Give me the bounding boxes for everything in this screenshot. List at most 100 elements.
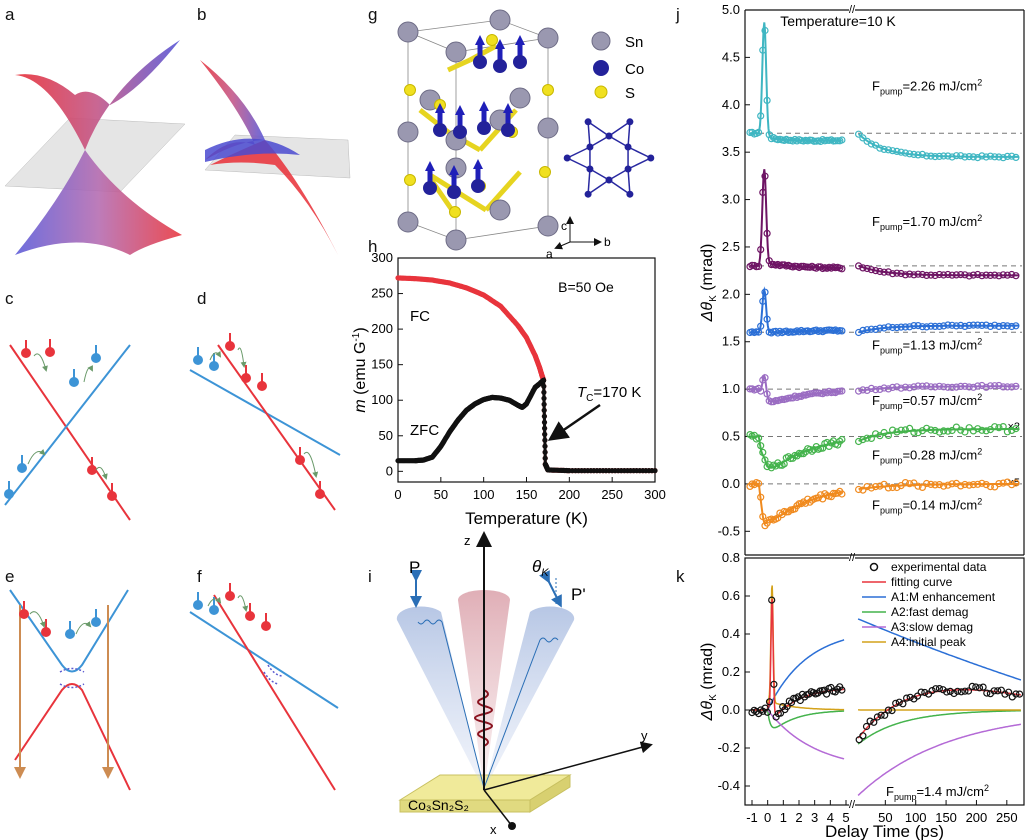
data-point [902, 694, 911, 702]
data-point [935, 428, 944, 436]
a2-curve [857, 709, 1021, 745]
data-point [784, 453, 793, 461]
s-atom [539, 166, 551, 178]
data-point [964, 687, 973, 695]
reflected-wave [483, 637, 559, 789]
data-point [1012, 272, 1020, 280]
data-point [854, 328, 863, 337]
data-point [944, 427, 952, 435]
y-tick-label: 4.5 [722, 49, 740, 64]
panel-letter-f: f [197, 567, 202, 586]
data-point [944, 152, 952, 160]
s-atom [542, 84, 554, 96]
kagome-site [626, 118, 634, 126]
x-tick-label: -1 [746, 810, 758, 825]
y-tick-label: -0.4 [718, 778, 740, 793]
data-point [922, 382, 931, 390]
weyl-cone-upright [4, 40, 186, 255]
data-point [888, 483, 897, 492]
data-point [982, 321, 990, 329]
axis-break-mask [849, 556, 855, 561]
data-point [541, 395, 547, 401]
field-annotation: B=50 Oe [558, 279, 614, 295]
data-point [806, 445, 814, 454]
data-point [838, 327, 846, 335]
p-prime-label: P' [571, 585, 586, 604]
data-point [952, 271, 961, 279]
data-point [965, 383, 973, 391]
data-point [986, 152, 995, 160]
pulse-wave [474, 689, 493, 747]
hopping-arrow [237, 347, 247, 368]
data-point [897, 426, 905, 434]
data-point [995, 424, 1003, 432]
data-point [910, 428, 918, 436]
data-point [948, 480, 956, 488]
data-point [888, 383, 897, 391]
data-point [922, 424, 931, 432]
y-tick-label: -0.2 [718, 740, 740, 755]
data-point [918, 270, 927, 279]
data-point [761, 172, 769, 180]
data-point [999, 271, 1007, 279]
data-point [759, 297, 767, 305]
data-point [776, 461, 784, 469]
data-point [999, 322, 1007, 330]
y-tick-label: 300 [371, 250, 393, 265]
fc-label: FC [410, 308, 430, 325]
data-point [870, 718, 878, 726]
data-point [986, 483, 995, 491]
series-label: Fpump=0.57 mJ/cm2 [872, 392, 982, 411]
co-atom [493, 59, 507, 73]
data-point [944, 383, 952, 391]
data-point [881, 711, 889, 719]
sn-atom [397, 211, 419, 233]
data-point [797, 450, 805, 458]
data-point [982, 481, 990, 489]
data-point [922, 323, 931, 331]
data-point [884, 323, 893, 331]
x-tick-label: 200 [966, 810, 988, 825]
data-point [542, 431, 548, 437]
panel-letter-d: d [197, 289, 206, 308]
data-point [863, 386, 871, 394]
data-point [991, 321, 999, 329]
hopping-arrow [29, 611, 46, 628]
data-point [796, 696, 804, 705]
sn-atom [537, 215, 559, 237]
y-axis-title: ΔθK (mrad) [699, 643, 719, 722]
data-point [1003, 322, 1012, 330]
s-legend-marker [594, 85, 608, 99]
data-point [948, 383, 956, 391]
series-label: Fpump=1.13 mJ/cm2 [872, 336, 982, 355]
data-point [944, 321, 952, 329]
data-point [761, 288, 769, 296]
x-tick-label: 100 [473, 487, 495, 502]
data-point [750, 481, 758, 489]
kagome-site [584, 118, 592, 126]
legend-label: A2:fast demag [891, 605, 968, 619]
lower-cone [15, 150, 182, 255]
y-tick-label: 5.0 [722, 2, 740, 17]
data-point [1008, 322, 1016, 331]
kagome-bond [587, 121, 591, 148]
crystal-structure [397, 9, 559, 251]
data-point [974, 270, 982, 279]
data-point [893, 383, 901, 391]
sn-atom [445, 229, 467, 251]
x-tick-label: 150 [516, 487, 538, 502]
y-axis [483, 741, 653, 791]
data-point [948, 153, 956, 161]
data-point [999, 423, 1007, 431]
data-point [1012, 479, 1020, 487]
data-point [877, 711, 885, 719]
data-point [776, 709, 785, 717]
series-label: Fpump=0.14 mJ/cm2 [872, 497, 982, 516]
data-point [863, 264, 871, 273]
x-tick-label: 4 [827, 810, 834, 825]
data-point [765, 257, 773, 265]
data-point [867, 140, 876, 148]
y-tick-label: 1.5 [722, 334, 740, 349]
data-point [969, 153, 978, 161]
